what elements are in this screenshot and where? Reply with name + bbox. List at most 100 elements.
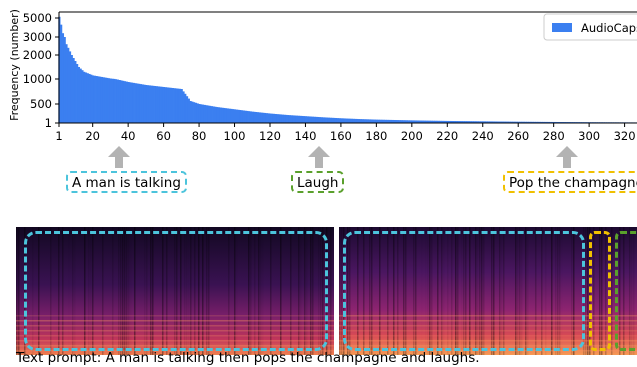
bar [65,44,68,124]
bar [253,111,256,123]
bar [487,121,490,123]
bar [347,118,350,123]
bar [116,79,119,123]
bar [196,103,199,123]
bar [212,106,215,123]
bar [388,119,391,123]
bar [115,79,118,123]
bar [531,121,534,123]
bar [84,72,88,123]
x-tick-label: 180 [365,129,387,143]
bar [453,121,456,123]
spectrogram-right [339,227,637,355]
bar [473,121,476,123]
bar [109,78,112,123]
bar [379,119,382,123]
bar [185,96,189,123]
bar [396,120,400,123]
bar [180,89,183,123]
bar [448,120,451,123]
bar [248,111,251,123]
laugh-region-box [615,231,637,351]
bar [411,120,414,123]
x-tick-label: 300 [578,129,600,143]
bar [515,121,518,123]
bar [372,119,375,123]
bar [162,87,166,123]
x-tick-label: 100 [224,129,246,143]
bar [340,118,343,123]
bar [168,87,171,123]
bar [299,115,302,123]
bar [356,118,359,123]
bar [159,86,162,123]
bar [508,121,511,123]
x-tick-label: 240 [472,129,494,143]
bar [95,76,98,123]
bar [333,117,336,123]
bar [61,33,65,124]
bar [214,106,217,123]
bar [391,119,394,123]
bar [255,112,258,123]
bar [529,121,533,123]
bar [125,81,128,123]
bar [386,119,389,123]
bar [552,121,556,123]
bar [239,110,242,123]
bar [469,121,472,123]
bar [427,120,430,123]
bar [129,82,132,123]
bar [404,120,407,123]
bar [120,80,123,123]
bar [503,121,506,123]
y-tick-label: 500 [30,97,52,111]
bar [209,105,212,123]
bar [402,120,405,123]
bar [274,113,277,123]
bar [287,115,290,123]
bar [343,118,346,123]
bar [139,84,143,123]
bar [278,114,281,123]
bar [246,110,249,123]
bar [74,61,77,123]
bar [512,121,515,123]
bar [313,116,316,123]
bar [118,80,121,123]
bar [400,120,403,123]
bar [329,117,332,123]
bar [127,82,130,123]
bar [263,112,267,123]
x-tick-label: 60 [156,129,171,143]
bar [138,83,141,123]
bar [363,119,366,123]
bar [122,80,125,123]
x-tick-label: 20 [85,129,100,143]
callout-man-talking: A man is talking [66,171,187,193]
bar [336,118,339,123]
bar [492,121,495,123]
y-tick-label: 2000 [23,48,52,62]
bar [175,88,178,123]
bar [237,109,240,123]
bar [382,119,385,123]
bar [483,121,487,123]
bar [267,113,270,123]
y-axis-ticks: 1 500 1000 2000 3000 5000 [23,11,59,130]
bar [327,117,330,123]
bar [352,118,355,123]
bar [77,67,80,123]
bar [292,115,295,123]
bar [294,115,297,123]
bar [474,121,478,123]
bar [232,109,235,123]
bar [317,116,320,123]
bar [70,55,73,123]
x-tick-label: 220 [436,129,458,143]
bar [83,71,86,123]
bar [476,121,479,123]
bar [106,77,109,123]
bar [166,87,169,123]
bar [342,118,345,123]
